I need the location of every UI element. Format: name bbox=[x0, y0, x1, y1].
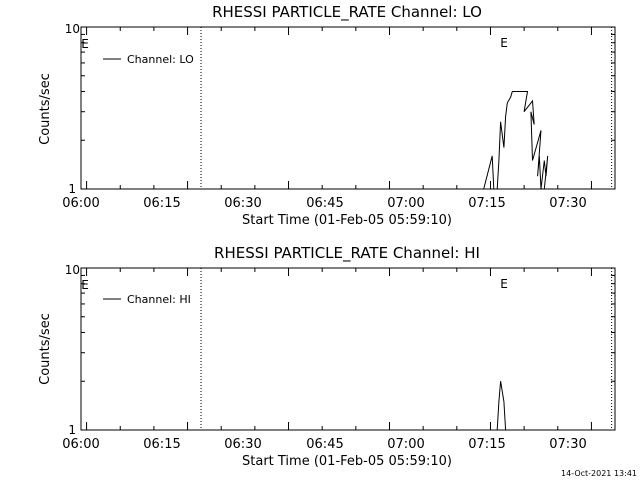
x-axis-label: Start Time (01-Feb-05 05:59:10) bbox=[242, 213, 452, 228]
chart-panel-lo: RHESSI PARTICLE_RATE Channel: LO 06:00 0… bbox=[38, 3, 616, 228]
x-tick-label: 07:00 bbox=[387, 437, 424, 452]
series-line-lo bbox=[483, 91, 555, 190]
plot-frame bbox=[80, 26, 616, 190]
y-tick-marks bbox=[81, 26, 615, 190]
footer-timestamp: 14-Oct-2021 13:41 bbox=[561, 469, 637, 478]
x-tick-label: 07:00 bbox=[387, 196, 424, 211]
x-tick-label: 06:00 bbox=[62, 196, 99, 211]
x-tick-label: 06:30 bbox=[224, 196, 261, 211]
x-tick-label: 07:15 bbox=[468, 437, 505, 452]
y-tick-label: 1 bbox=[68, 182, 76, 196]
event-marker-e: E bbox=[500, 36, 508, 50]
legend-label: Channel: LO bbox=[127, 53, 194, 66]
x-tick-label: 06:15 bbox=[143, 437, 180, 452]
x-axis-label: Start Time (01-Feb-05 05:59:10) bbox=[242, 454, 452, 469]
x-tick-label: 06:30 bbox=[224, 437, 261, 452]
x-tick-marks bbox=[86, 268, 592, 430]
y-axis-label: Counts/sec bbox=[38, 313, 53, 385]
y-tick-label: 10 bbox=[65, 263, 80, 277]
event-marker-e: E bbox=[81, 37, 89, 51]
x-tick-label: 06:15 bbox=[143, 196, 180, 211]
x-tick-labels: 06:00 06:15 06:30 06:45 07:00 07:15 07:3… bbox=[62, 437, 586, 452]
y-tick-label: 10 bbox=[65, 22, 80, 36]
chart-panel-hi: RHESSI PARTICLE_RATE Channel: HI 06:00 0… bbox=[38, 244, 616, 469]
x-tick-label: 06:45 bbox=[306, 437, 343, 452]
series-line-hi bbox=[496, 381, 507, 431]
event-marker-e: E bbox=[500, 277, 508, 291]
x-tick-labels: 06:00 06:15 06:30 06:45 07:00 07:15 07:3… bbox=[62, 196, 586, 211]
chart-title: RHESSI PARTICLE_RATE Channel: LO bbox=[212, 3, 482, 22]
legend-label: Channel: HI bbox=[127, 293, 191, 306]
plot-frame bbox=[80, 267, 616, 431]
x-tick-label: 06:45 bbox=[306, 196, 343, 211]
y-axis-label: Counts/sec bbox=[38, 73, 53, 145]
event-marker-e: E bbox=[81, 278, 89, 292]
x-tick-label: 06:00 bbox=[62, 437, 99, 452]
dotted-reference-lines bbox=[200, 27, 613, 189]
y-tick-label: 1 bbox=[68, 423, 76, 437]
x-tick-label: 07:30 bbox=[549, 196, 586, 211]
x-tick-label: 07:30 bbox=[549, 437, 586, 452]
x-tick-label: 07:15 bbox=[468, 196, 505, 211]
chart-title: RHESSI PARTICLE_RATE Channel: HI bbox=[214, 244, 480, 263]
x-tick-marks bbox=[86, 27, 592, 189]
dotted-reference-lines bbox=[200, 268, 613, 430]
